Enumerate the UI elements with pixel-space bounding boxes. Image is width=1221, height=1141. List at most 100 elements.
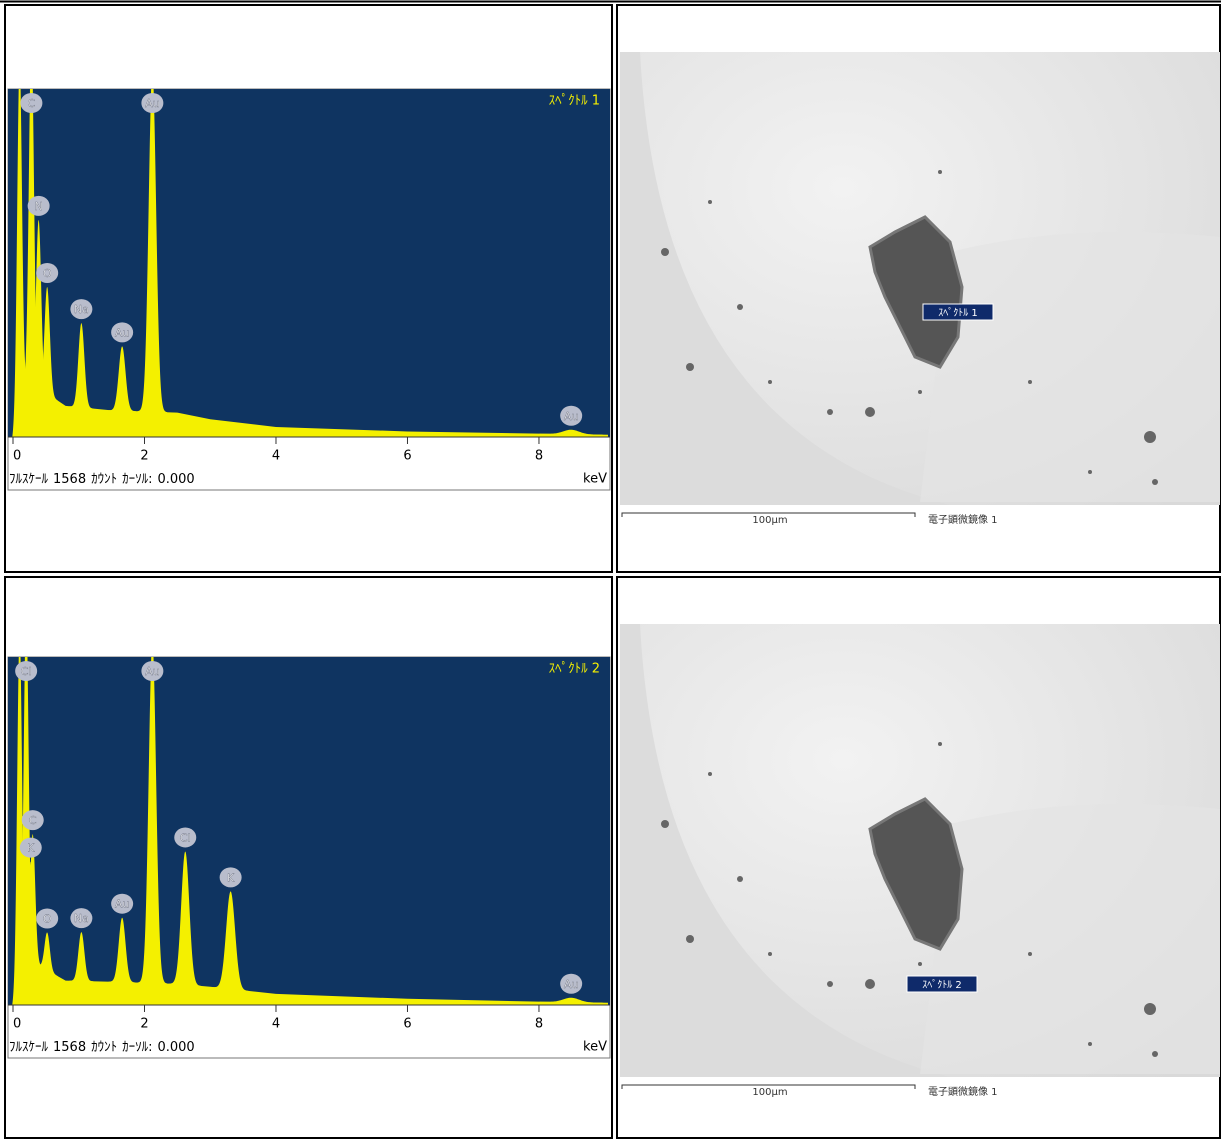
peak-label-badge: [36, 262, 59, 283]
peak-label: Na: [74, 912, 89, 925]
peak: [212, 891, 249, 1005]
particle-dot: [1144, 431, 1156, 443]
particle-dot: [1152, 1051, 1158, 1057]
peak-label-badge: [141, 661, 164, 681]
scale-bar: [621, 512, 916, 517]
peak: [137, 89, 168, 437]
particle-dot: [708, 772, 712, 776]
peak-label-badge: [36, 908, 59, 929]
peak-label-badge: [70, 908, 93, 929]
particle-dot: [768, 380, 772, 384]
peak: [20, 861, 41, 1005]
spectrum-marker-label: ｽﾍﾟｸﾄﾙ 1: [938, 307, 978, 319]
peak-label-badge: [21, 810, 44, 831]
peak-label: Au: [564, 410, 579, 423]
sem-image: ｽﾍﾟｸﾄﾙ 1 100μm 電子顕微鏡像 1: [620, 52, 1220, 526]
particle-dot: [1088, 1042, 1092, 1046]
particle-dot: [737, 876, 743, 882]
count-unit: ｶｳﾝﾄ: [91, 1040, 117, 1055]
peak-label: Na: [74, 303, 89, 316]
peak-label-badge: [20, 93, 43, 113]
particle-dot: [768, 952, 772, 956]
particle-dot: [661, 820, 669, 828]
peak: [108, 917, 136, 1005]
cursor-label: ｶｰｿﾙ:: [122, 472, 152, 487]
x-unit: keV: [583, 1040, 607, 1055]
particle-dot: [661, 248, 669, 256]
cursor: 0.000: [157, 1040, 194, 1055]
plot-area: [8, 89, 610, 437]
particle-dot: [918, 390, 922, 394]
particle-dot: [686, 363, 694, 371]
peak-label: N: [35, 200, 43, 213]
spectrum-title: ｽﾍﾟｸﾄﾙ 1: [549, 94, 600, 109]
peak-label: C: [28, 97, 36, 110]
image-caption: 電子顕微鏡像 1: [928, 1085, 998, 1098]
peak-label-badge: [174, 827, 197, 848]
peak-label: C: [29, 814, 37, 827]
x-tick-label: 6: [403, 1017, 411, 1032]
peak-label-badge: [111, 322, 134, 343]
spectrum-marks: [10, 657, 608, 1005]
full-scale: 1568: [53, 1040, 86, 1055]
full-scale: 1568: [53, 472, 86, 487]
peak: [137, 657, 168, 1005]
peak: [108, 346, 136, 437]
particle: [868, 215, 964, 369]
particle-dot: [1028, 952, 1032, 956]
peak-label: O: [43, 267, 52, 280]
peak-label: O: [43, 913, 52, 926]
x-tick-label: 6: [403, 449, 411, 464]
peak-label: Au: [145, 665, 160, 678]
full-scale-label: ﾌﾙｽｹｰﾙ: [9, 1040, 49, 1055]
particle-dot: [938, 170, 942, 174]
scale-label: 100μm: [752, 1087, 787, 1098]
peak: [36, 932, 58, 1005]
x-tick-label: 2: [140, 1017, 148, 1032]
peak: [36, 286, 58, 437]
footer: ﾌﾙｽｹｰﾙ 1568 ｶｳﾝﾄ ｶｰｿﾙ: 0.000: [9, 1040, 195, 1055]
particle-dot: [1088, 470, 1092, 474]
spectrum-marker: [922, 303, 994, 321]
peak-label: K: [227, 871, 235, 884]
particle-dot: [827, 409, 833, 415]
peak: [539, 997, 603, 1005]
table-cell: [4, 4, 613, 573]
x-tick-label: 2: [140, 449, 148, 464]
sem-region: [920, 232, 1220, 502]
particle-dot: [1144, 1003, 1156, 1015]
peak-label-badge: [19, 837, 42, 858]
peak-label: Au: [145, 97, 160, 110]
x-unit: keV: [583, 472, 607, 487]
peak-label: Au: [564, 978, 579, 991]
peak: [539, 429, 603, 437]
particle-dot: [737, 304, 743, 310]
peak-label-badge: [141, 93, 164, 113]
x-tick-label: 8: [535, 1017, 543, 1032]
peak: [69, 323, 94, 437]
footer: ﾌﾙｽｹｰﾙ 1568 ｶｳﾝﾄ ｶｰｿﾙ: 0.000: [9, 472, 195, 487]
scale-bar: [621, 1084, 916, 1089]
particle-dot: [938, 742, 942, 746]
x-tick-label: 0: [13, 449, 21, 464]
peak-label: Au: [115, 898, 130, 911]
particle-dot: [708, 200, 712, 204]
peak-label: Au: [115, 326, 130, 339]
cursor: 0.000: [157, 472, 194, 487]
peak-label-badge: [70, 299, 93, 320]
peak-label-badge: [219, 867, 242, 888]
spectrum-marker-label: ｽﾍﾟｸﾄﾙ 2: [922, 979, 962, 991]
spectrum-marks: [10, 89, 608, 437]
x-tick-label: 4: [272, 1017, 280, 1032]
peak-label: K: [27, 842, 35, 855]
peak-label-badge: [27, 195, 50, 216]
spectrum-panel: C N O Na Au Au Au ｽﾍﾟｸﾄﾙ 1 0 2 4 6 8 keV ﾌﾙｽｹｰﾙ 1568 ｶｳﾝ…: [7, 88, 611, 491]
peak-label: Cl: [180, 831, 191, 844]
peak: [169, 851, 202, 1005]
cursor-label: ｶｰｿﾙ:: [122, 1040, 152, 1055]
count-unit: ｶｳﾝﾄ: [91, 472, 117, 487]
x-tick-label: 0: [13, 1017, 21, 1032]
peak: [10, 89, 30, 437]
peak-label: Cl: [21, 665, 32, 678]
